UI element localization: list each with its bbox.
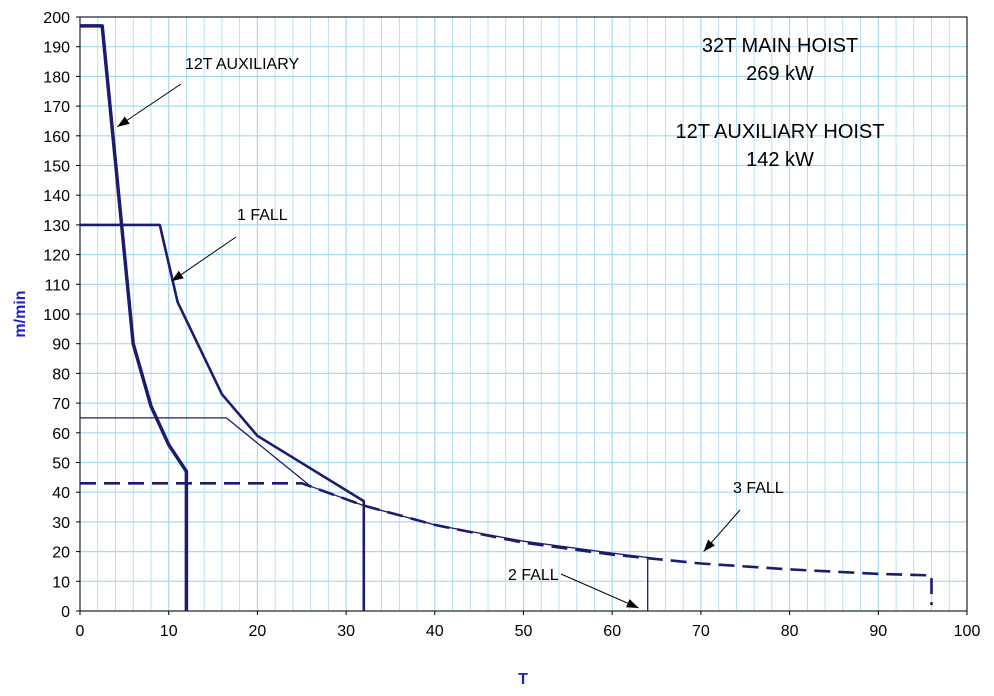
x-tick-label: 90	[869, 623, 887, 640]
x-tick-label: 80	[781, 623, 799, 640]
y-tick-label: 40	[52, 485, 70, 502]
y-tick-label: 80	[52, 366, 70, 383]
grid-major	[79, 16, 968, 612]
x-tick-label: 10	[160, 623, 178, 640]
series-line-3-fall	[80, 481, 933, 606]
x-tick-label: 30	[337, 623, 355, 640]
x-tick-label: 70	[692, 623, 710, 640]
y-tick-label: 190	[43, 40, 70, 57]
series-layer	[80, 24, 933, 611]
y-tick-label: 60	[52, 426, 70, 443]
y-axis-title: m/min	[12, 290, 29, 337]
info-aux-power: 142 kW	[746, 149, 814, 171]
ann-2-fall: 2 FALL	[508, 567, 559, 584]
x-tick-label: 100	[954, 623, 981, 640]
y-axis-ticks: 0 10 20 30 40 50 60 70 80 90 100 110 120 130 140 150 160…	[43, 10, 80, 621]
y-tick-label: 10	[52, 574, 70, 591]
y-tick-label: 150	[43, 159, 70, 176]
annotation-arrow-head	[626, 599, 639, 608]
ann-1-fall: 1 FALL	[237, 207, 288, 224]
y-tick-label: 90	[52, 337, 70, 354]
annotation-arrow-head	[117, 116, 130, 127]
y-tick-label: 160	[43, 129, 70, 146]
x-tick-label: 20	[249, 623, 267, 640]
y-tick-label: 140	[43, 188, 70, 205]
x-axis-ticks: 0 10 20 30 40 50 60 70 80 90 100	[76, 611, 981, 640]
info-main-hoist: 32T MAIN HOIST	[702, 35, 858, 57]
y-tick-label: 20	[52, 545, 70, 562]
ann-12t-auxiliary: 12T AUXILIARY	[185, 56, 299, 73]
y-tick-label: 110	[44, 277, 70, 294]
y-tick-label: 130	[43, 218, 70, 235]
annotation-arrows	[116, 83, 741, 609]
annotation-arrow-head	[703, 539, 715, 552]
y-tick-label: 200	[43, 10, 70, 27]
series-line-1-fall	[80, 223, 366, 611]
y-tick-label: 50	[52, 456, 70, 473]
x-tick-label: 60	[603, 623, 621, 640]
info-main-power: 269 kW	[746, 63, 814, 85]
x-tick-label: 0	[76, 623, 85, 640]
x-axis-title: T	[518, 671, 528, 688]
x-tick-label: 40	[426, 623, 444, 640]
annotation-arrow-line	[116, 83, 182, 128]
annotation-arrow-head	[171, 270, 184, 282]
x-tick-label: 50	[515, 623, 533, 640]
y-tick-label: 70	[52, 396, 70, 413]
annotation-arrow-line	[560, 573, 640, 609]
annotation-arrow-line	[171, 236, 237, 282]
y-tick-label: 0	[61, 604, 70, 621]
y-tick-label: 100	[43, 307, 70, 324]
series-line-12t-auxiliary	[80, 24, 189, 611]
info-aux-hoist: 12T AUXILIARY HOIST	[676, 121, 885, 143]
y-tick-label: 30	[52, 515, 70, 532]
ann-3-fall: 3 FALL	[733, 480, 784, 497]
y-tick-label: 170	[43, 99, 70, 116]
y-tick-label: 120	[43, 248, 70, 265]
y-tick-label: 180	[43, 69, 70, 86]
